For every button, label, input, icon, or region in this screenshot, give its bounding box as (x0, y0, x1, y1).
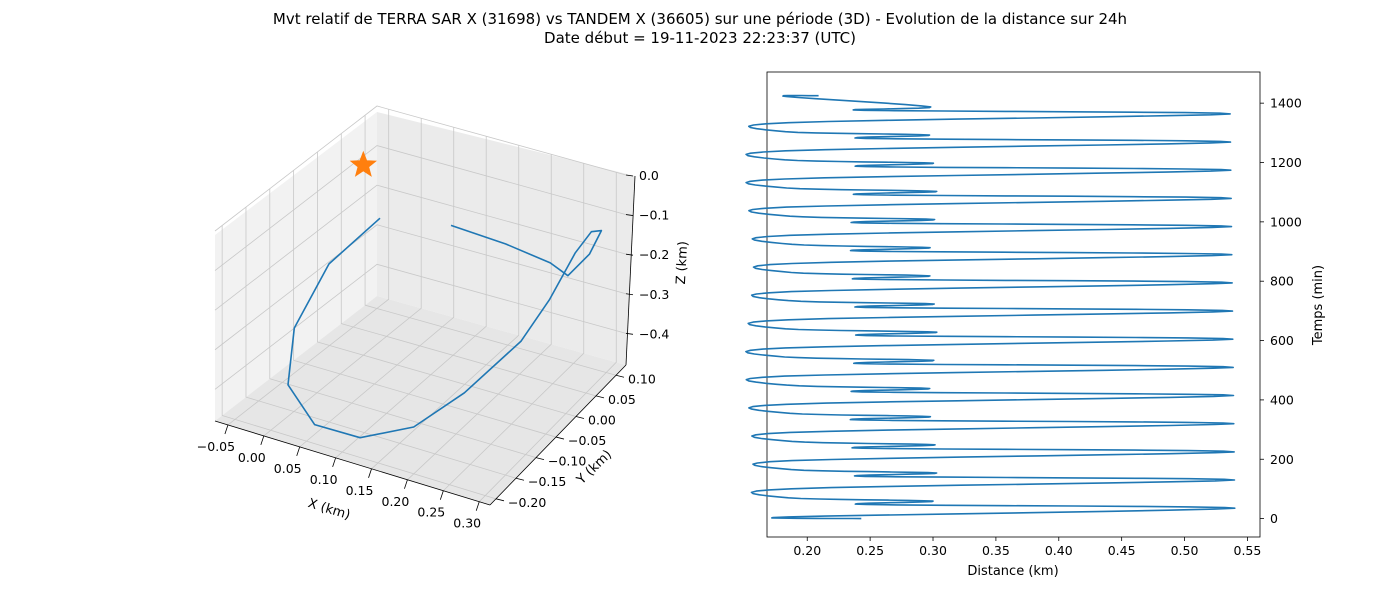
plot-frame (766, 71, 1261, 538)
grid-line-x (443, 163, 585, 492)
x-tick-label: −0.05 (197, 439, 235, 454)
pane-left (215, 112, 377, 421)
grid-line-z (214, 105, 627, 232)
x-tick-label: 0.20 (382, 494, 410, 509)
y-tick-mark (495, 498, 505, 502)
y-tick-label: −0.20 (508, 495, 546, 510)
chart-title-line1: Mvt relatif de TERRA SAR X (31698) vs TA… (272, 10, 1128, 28)
x-tick-label: 0.30 (453, 516, 481, 531)
grid-line-x (227, 109, 390, 426)
x-tick-label-2d: 0.30 (919, 543, 947, 558)
y-tick-mark (575, 416, 585, 419)
grid-line-x (371, 145, 520, 470)
x-tick-label-2d: 0.45 (1108, 543, 1136, 558)
axes-2d: 0.20 0.25 0.30 0.35 0.40 0.45 0.50 0.55 0 200 400 6… (745, 71, 1326, 579)
pane-back (377, 112, 635, 365)
x-tick-mark (332, 457, 337, 467)
x-tick-mark (475, 501, 480, 511)
y-tick-label: −0.10 (548, 454, 586, 469)
x-tick-label-2d: 0.55 (1234, 543, 1262, 558)
x-tick-label: 0.00 (238, 450, 266, 465)
z-tick-mark (625, 293, 634, 296)
grid-line-y (269, 188, 537, 459)
y-tick-label: 0.05 (608, 392, 636, 407)
z-tick-label: −0.2 (639, 247, 669, 262)
y-tick-label-2d: 200 (1270, 452, 1294, 467)
x-tick-mark (368, 468, 372, 478)
relative-motion-path (287, 217, 603, 439)
grid-line-y (293, 170, 557, 438)
x-tick-label: 0.05 (274, 461, 302, 476)
z-tick-label: 0.0 (639, 168, 659, 183)
y-tick-mark (615, 374, 625, 378)
z-tick-mark (625, 332, 634, 335)
y-tick-label-2d: 600 (1270, 333, 1294, 348)
x-tick-label: 0.10 (310, 472, 338, 487)
y-tick-label-2d: 0 (1270, 511, 1278, 526)
grid-line-z (214, 184, 627, 311)
z-tick-label: −0.1 (639, 208, 669, 223)
z-tick-mark (625, 174, 634, 177)
grid-line-x (335, 136, 487, 459)
distance-line (745, 94, 1236, 520)
origin-star-marker (349, 150, 378, 177)
y-tick-mark (555, 436, 565, 440)
y-axis-line (489, 364, 627, 506)
z-tick-mark (625, 214, 634, 216)
x-axis-label: X (km) (306, 496, 352, 523)
grid-line-y (245, 207, 517, 479)
y-tick-label: −0.15 (528, 474, 566, 489)
grid-line-x (299, 127, 455, 448)
x-tick-label-2d: 0.35 (982, 543, 1010, 558)
z-axis-label: Z (km) (674, 241, 691, 285)
y-tick-mark (595, 395, 605, 399)
y-tick-label: 0.00 (588, 412, 616, 427)
chart-title-line2: Date début = 19-11-2023 22:23:37 (UTC) (544, 29, 856, 47)
grid-line-y (221, 225, 497, 500)
grid-3d (214, 105, 627, 502)
ticks-2d: 0.20 0.25 0.30 0.35 0.40 0.45 0.50 0.55 0 200 400 6… (793, 96, 1302, 558)
x-tick-label-2d: 0.25 (856, 543, 884, 558)
y-tick-label: 0.10 (628, 371, 656, 386)
x-tick-mark (296, 446, 301, 457)
x-tick-label-2d: 0.50 (1171, 543, 1199, 558)
z-tick-mark (625, 253, 634, 256)
y-tick-label-2d: 400 (1270, 392, 1294, 407)
grid-line-z (214, 224, 627, 351)
x-tick-mark (260, 435, 265, 446)
x-tick-label-2d: 0.20 (793, 543, 821, 558)
x-tick-mark (404, 479, 408, 489)
x-axis-label-2d: Distance (km) (967, 564, 1058, 579)
axes-3d: −0.050.000.050.100.150.200.250.30−0.20−0… (197, 105, 691, 531)
y-tick-mark (515, 477, 525, 481)
ticks-3d: −0.050.000.050.100.150.200.250.30−0.20−0… (197, 168, 670, 531)
y-tick-label: −0.05 (568, 433, 606, 448)
y-tick-mark (535, 457, 545, 461)
grid-line-z (214, 145, 627, 271)
y-tick-label-2d: 1200 (1270, 155, 1302, 170)
grid-line-x (407, 154, 552, 481)
z-tick-label: −0.4 (639, 326, 669, 341)
y-axis-label-2d: Temps (min) (1311, 265, 1326, 346)
x-tick-mark (439, 490, 444, 500)
y-tick-label-2d: 1000 (1270, 214, 1302, 229)
x-axis-line (214, 420, 491, 506)
grid-line-y (364, 115, 617, 376)
grid-line-x (263, 118, 422, 437)
pane-floor (215, 296, 626, 505)
grid-line-x (478, 172, 617, 502)
x-tick-mark (224, 424, 229, 435)
x-tick-label-2d: 0.40 (1045, 543, 1073, 558)
y-tick-label-2d: 1400 (1270, 96, 1302, 111)
grid-line-y (340, 133, 597, 397)
y-tick-label-2d: 800 (1270, 274, 1294, 289)
x-tick-label: 0.15 (346, 483, 374, 498)
x-tick-label: 0.25 (417, 505, 445, 520)
z-tick-label: −0.3 (639, 287, 669, 302)
grid-line-y (317, 151, 577, 417)
